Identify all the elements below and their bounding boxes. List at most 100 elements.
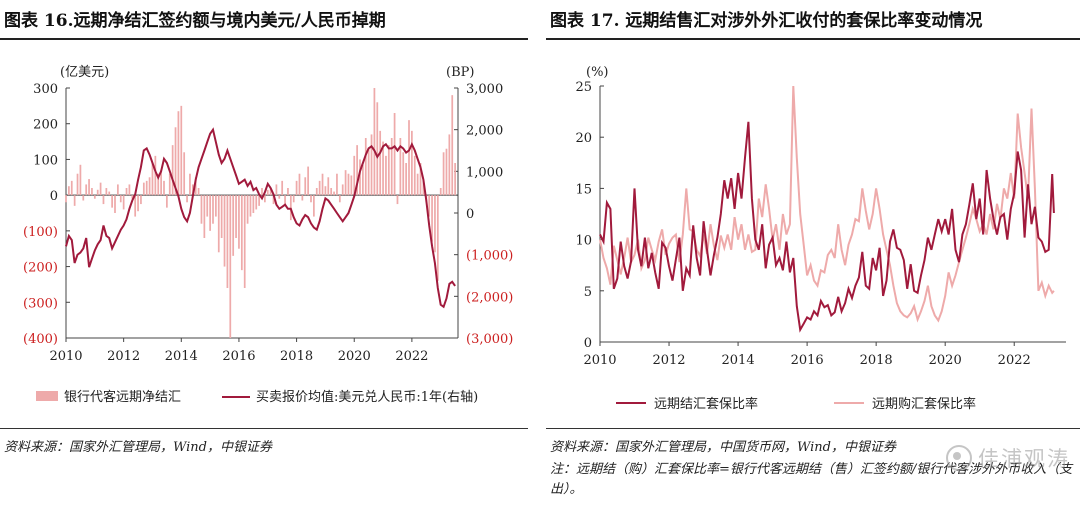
- left-source: 资料来源：国家外汇管理局，Wind，中银证券: [4, 440, 272, 455]
- left-bar-net-forward-settlement: [160, 170, 162, 196]
- left-bar-net-forward-settlement: [266, 189, 269, 196]
- left-bar-net-forward-settlement: [390, 138, 393, 196]
- left-bar-net-forward-settlement: [209, 195, 211, 231]
- left-bar-net-forward-settlement: [333, 191, 335, 196]
- left-bar-net-forward-settlement: [396, 195, 399, 205]
- left-bar-net-forward-settlement: [431, 195, 433, 242]
- left-bar-net-forward-settlement: [68, 186, 70, 196]
- left-bar-net-forward-settlement: [131, 195, 134, 199]
- left-bar-net-forward-settlement: [105, 188, 108, 196]
- left-bar-net-forward-settlement: [70, 180, 73, 196]
- left-bar-net-forward-settlement: [327, 177, 330, 196]
- left-bar-net-forward-settlement: [122, 195, 125, 210]
- right-line-forward-purchase-ratio: [599, 85, 1055, 323]
- left-bar-net-forward-settlement: [111, 195, 113, 208]
- left-bar-net-forward-settlement: [310, 195, 312, 203]
- left-legend-swatch-bars: [36, 391, 58, 401]
- left-bar-net-forward-settlement: [197, 188, 200, 196]
- left-bar-net-forward-settlement: [229, 195, 232, 338]
- right-chart-svg: (%) 0 5 10 15 20 25 2010 2012 2014 2016 2018 2020 202…: [575, 65, 1066, 412]
- left-bar-net-forward-settlement: [252, 195, 255, 213]
- left-y-tick-label: 200: [33, 118, 58, 133]
- left-bar-net-forward-settlement: [307, 166, 309, 196]
- left-bar-net-forward-settlement: [341, 184, 344, 196]
- left-y-tick-label: (100): [23, 225, 58, 240]
- left-legend-label-bars: 银行代客远期净结汇: [64, 389, 181, 405]
- left-bar-net-forward-settlement: [434, 195, 436, 253]
- left-bar-net-forward-settlement: [422, 180, 425, 196]
- right-y-tick-label: 5: [584, 285, 592, 300]
- left-bar-net-forward-settlement: [203, 195, 206, 238]
- left-bar-net-forward-settlement: [223, 195, 226, 267]
- right-legend-label-settlement: 远期结汇套保比率: [654, 396, 758, 412]
- left-bar-net-forward-settlement: [411, 130, 413, 196]
- left-bar-net-forward-settlement: [102, 195, 105, 205]
- left-bar-net-forward-settlement: [393, 113, 396, 196]
- left-y2-tick-label: (1,000): [466, 249, 513, 264]
- left-bar-net-forward-settlement: [451, 95, 454, 196]
- left-bar-net-forward-settlement: [134, 195, 137, 217]
- left-divider: [0, 428, 528, 429]
- left-bar-net-forward-settlement: [174, 127, 177, 196]
- left-bar-net-forward-settlement: [385, 155, 387, 196]
- left-bar-net-forward-settlement: [367, 148, 370, 196]
- left-bar-net-forward-settlement: [215, 195, 217, 217]
- right-y-tick-label: 20: [575, 131, 592, 146]
- left-bar-net-forward-settlement: [269, 188, 272, 196]
- left-bar-net-forward-settlement: [313, 195, 315, 217]
- right-note: 注：远期结（购）汇套保比率=银行代客远期结（售）汇签约额/银行代客涉外外币收入（…: [550, 462, 1073, 497]
- right-x-tick-label: 2020: [929, 353, 962, 368]
- left-bar-net-forward-settlement: [318, 180, 321, 196]
- left-bar-net-forward-settlement: [114, 195, 116, 213]
- left-bar-net-forward-settlement: [128, 184, 131, 196]
- left-bar-net-forward-settlement: [238, 195, 240, 249]
- left-bar-net-forward-settlement: [183, 152, 186, 196]
- left-bar-net-forward-settlement: [249, 195, 252, 217]
- right-line-forward-settlement-ratio: [599, 121, 1055, 333]
- left-bar-net-forward-settlement: [189, 173, 191, 196]
- left-bar-net-forward-settlement: [148, 177, 151, 196]
- left-bar-net-forward-settlement: [428, 195, 431, 217]
- left-bar-net-forward-settlement: [258, 195, 260, 206]
- left-bar-net-forward-settlement: [212, 195, 214, 224]
- left-y2-tick-label: (2,000): [466, 290, 513, 305]
- left-y2-tick-label: 1,000: [466, 165, 503, 180]
- left-bar-net-forward-settlement: [243, 195, 246, 288]
- left-chart-panel: 图表 16.远期净结汇签约额与境内美元/人民币掉期 (亿美元) (BP) 300 20…: [0, 0, 528, 509]
- left-x-tick-label: 2020: [338, 349, 371, 364]
- right-x-tick-label: 2016: [791, 353, 824, 368]
- left-bar-net-forward-settlement: [194, 177, 197, 196]
- left-bar-net-forward-settlement: [413, 155, 416, 196]
- left-bar-net-forward-settlement: [336, 173, 338, 196]
- left-bar-net-forward-settlement: [168, 173, 171, 196]
- left-bar-net-forward-settlement: [295, 180, 298, 196]
- left-bar-net-forward-settlement: [301, 195, 304, 201]
- left-x-tick-label: 2022: [395, 349, 428, 364]
- right-x-tick-label: 2010: [583, 353, 616, 368]
- left-bar-net-forward-settlement: [324, 186, 327, 196]
- left-bar-net-forward-settlement: [240, 195, 243, 271]
- left-bar-net-forward-settlement: [315, 188, 318, 196]
- left-bar-net-forward-settlement: [79, 164, 82, 196]
- left-bar-net-forward-settlement: [191, 184, 194, 196]
- left-bar-net-forward-settlement: [364, 138, 367, 196]
- left-bar-net-forward-settlement: [370, 134, 373, 196]
- left-bar-net-forward-settlement: [399, 138, 402, 196]
- right-legend-label-purchase: 远期购汇套保比率: [872, 396, 976, 412]
- right-divider: [546, 428, 1080, 429]
- left-bar-net-forward-settlement: [330, 188, 333, 196]
- left-bar-net-forward-settlement: [142, 182, 145, 196]
- left-x-tick-label: 2014: [165, 349, 198, 364]
- left-bar-net-forward-settlement: [321, 173, 324, 196]
- left-bar-net-forward-settlement: [171, 145, 174, 196]
- left-bar-net-forward-settlement: [177, 111, 180, 196]
- left-y2-axis-title: (BP): [446, 65, 474, 80]
- left-bar-net-forward-settlement: [289, 195, 292, 221]
- left-bar-net-forward-settlement: [255, 195, 258, 210]
- left-x-tick-label: 2012: [107, 349, 140, 364]
- watermark-text: 佳浦观涛: [978, 447, 1070, 471]
- left-bar-net-forward-settlement: [200, 195, 203, 224]
- right-x-tick-label: 2014: [722, 353, 755, 368]
- left-bar-net-forward-settlement: [186, 195, 188, 203]
- left-bar-net-forward-settlement: [298, 173, 301, 196]
